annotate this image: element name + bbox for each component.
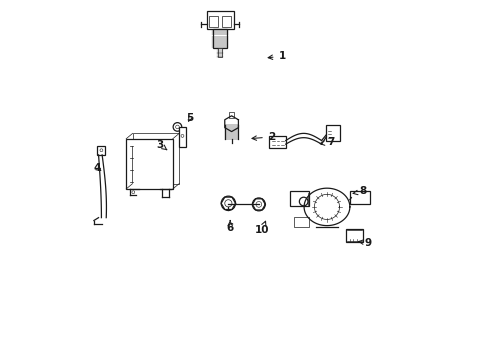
FancyBboxPatch shape bbox=[213, 29, 226, 48]
Circle shape bbox=[221, 196, 235, 211]
Text: 7: 7 bbox=[320, 138, 334, 147]
Circle shape bbox=[175, 125, 179, 129]
FancyBboxPatch shape bbox=[268, 136, 286, 148]
FancyBboxPatch shape bbox=[325, 126, 339, 141]
Circle shape bbox=[224, 200, 231, 207]
FancyBboxPatch shape bbox=[349, 191, 369, 204]
FancyBboxPatch shape bbox=[97, 146, 105, 155]
FancyBboxPatch shape bbox=[222, 17, 231, 27]
Text: 6: 6 bbox=[226, 221, 233, 233]
Circle shape bbox=[299, 197, 307, 206]
FancyBboxPatch shape bbox=[179, 127, 185, 147]
Text: 8: 8 bbox=[352, 186, 366, 197]
Text: 9: 9 bbox=[358, 238, 371, 248]
Circle shape bbox=[255, 202, 261, 207]
FancyBboxPatch shape bbox=[345, 229, 362, 242]
Circle shape bbox=[181, 134, 183, 137]
FancyBboxPatch shape bbox=[132, 134, 179, 184]
Circle shape bbox=[132, 191, 135, 194]
Text: 5: 5 bbox=[186, 113, 193, 123]
Text: 10: 10 bbox=[254, 221, 268, 235]
Text: 4: 4 bbox=[94, 163, 101, 173]
Text: 2: 2 bbox=[251, 132, 274, 142]
Circle shape bbox=[173, 123, 182, 131]
Circle shape bbox=[252, 198, 265, 211]
Circle shape bbox=[100, 149, 102, 152]
FancyBboxPatch shape bbox=[289, 192, 309, 206]
FancyBboxPatch shape bbox=[293, 217, 308, 227]
Polygon shape bbox=[224, 116, 238, 132]
FancyBboxPatch shape bbox=[126, 139, 172, 189]
FancyBboxPatch shape bbox=[206, 12, 233, 29]
Text: 1: 1 bbox=[267, 51, 285, 61]
FancyBboxPatch shape bbox=[218, 48, 222, 57]
FancyBboxPatch shape bbox=[208, 17, 218, 27]
FancyBboxPatch shape bbox=[228, 112, 234, 118]
Polygon shape bbox=[304, 188, 349, 226]
Text: 3: 3 bbox=[156, 140, 166, 150]
